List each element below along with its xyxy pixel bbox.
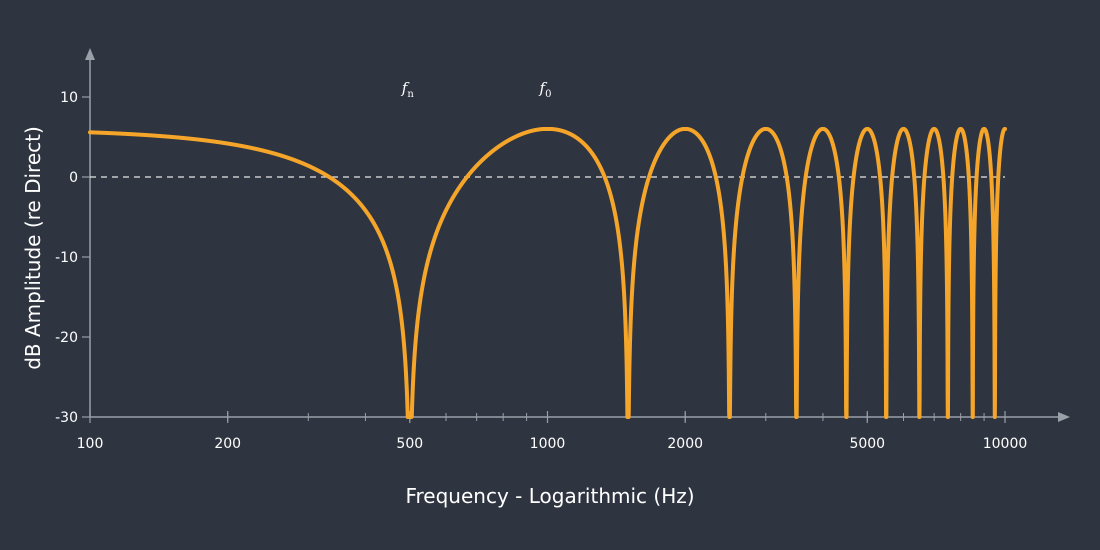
x-tick-label: 500	[396, 436, 423, 452]
axes	[85, 48, 1070, 422]
y-tick-label: 10	[60, 90, 78, 106]
x-axis-title: Frequency - Logarithmic (Hz)	[405, 484, 694, 508]
comb-filter-curve	[88, 127, 1007, 419]
y-tick-label: -10	[55, 250, 78, 266]
frequency-annotation: f0	[539, 79, 552, 100]
x-tick-label: 10000	[983, 436, 1028, 452]
x-tick-label: 100	[77, 436, 104, 452]
x-axis-arrow	[1058, 412, 1070, 422]
y-ticks: 10 0 -10 -20 -30	[55, 90, 90, 426]
frequency-annotation: fn	[401, 79, 415, 100]
y-axis-title: dB Amplitude (re Direct)	[21, 126, 45, 370]
annotations: fn f0	[401, 79, 552, 100]
x-tick-label: 200	[214, 436, 241, 452]
y-tick-label: -30	[55, 410, 78, 426]
x-tick-label: 5000	[849, 436, 885, 452]
y-tick-label: 0	[69, 170, 78, 186]
x-tick-label: 2000	[667, 436, 703, 452]
y-axis-arrow	[85, 48, 95, 60]
x-ticks: 100 200 500 1000 2000 5000 10000	[77, 411, 1028, 452]
x-tick-label: 1000	[530, 436, 566, 452]
y-tick-label: -20	[55, 330, 78, 346]
